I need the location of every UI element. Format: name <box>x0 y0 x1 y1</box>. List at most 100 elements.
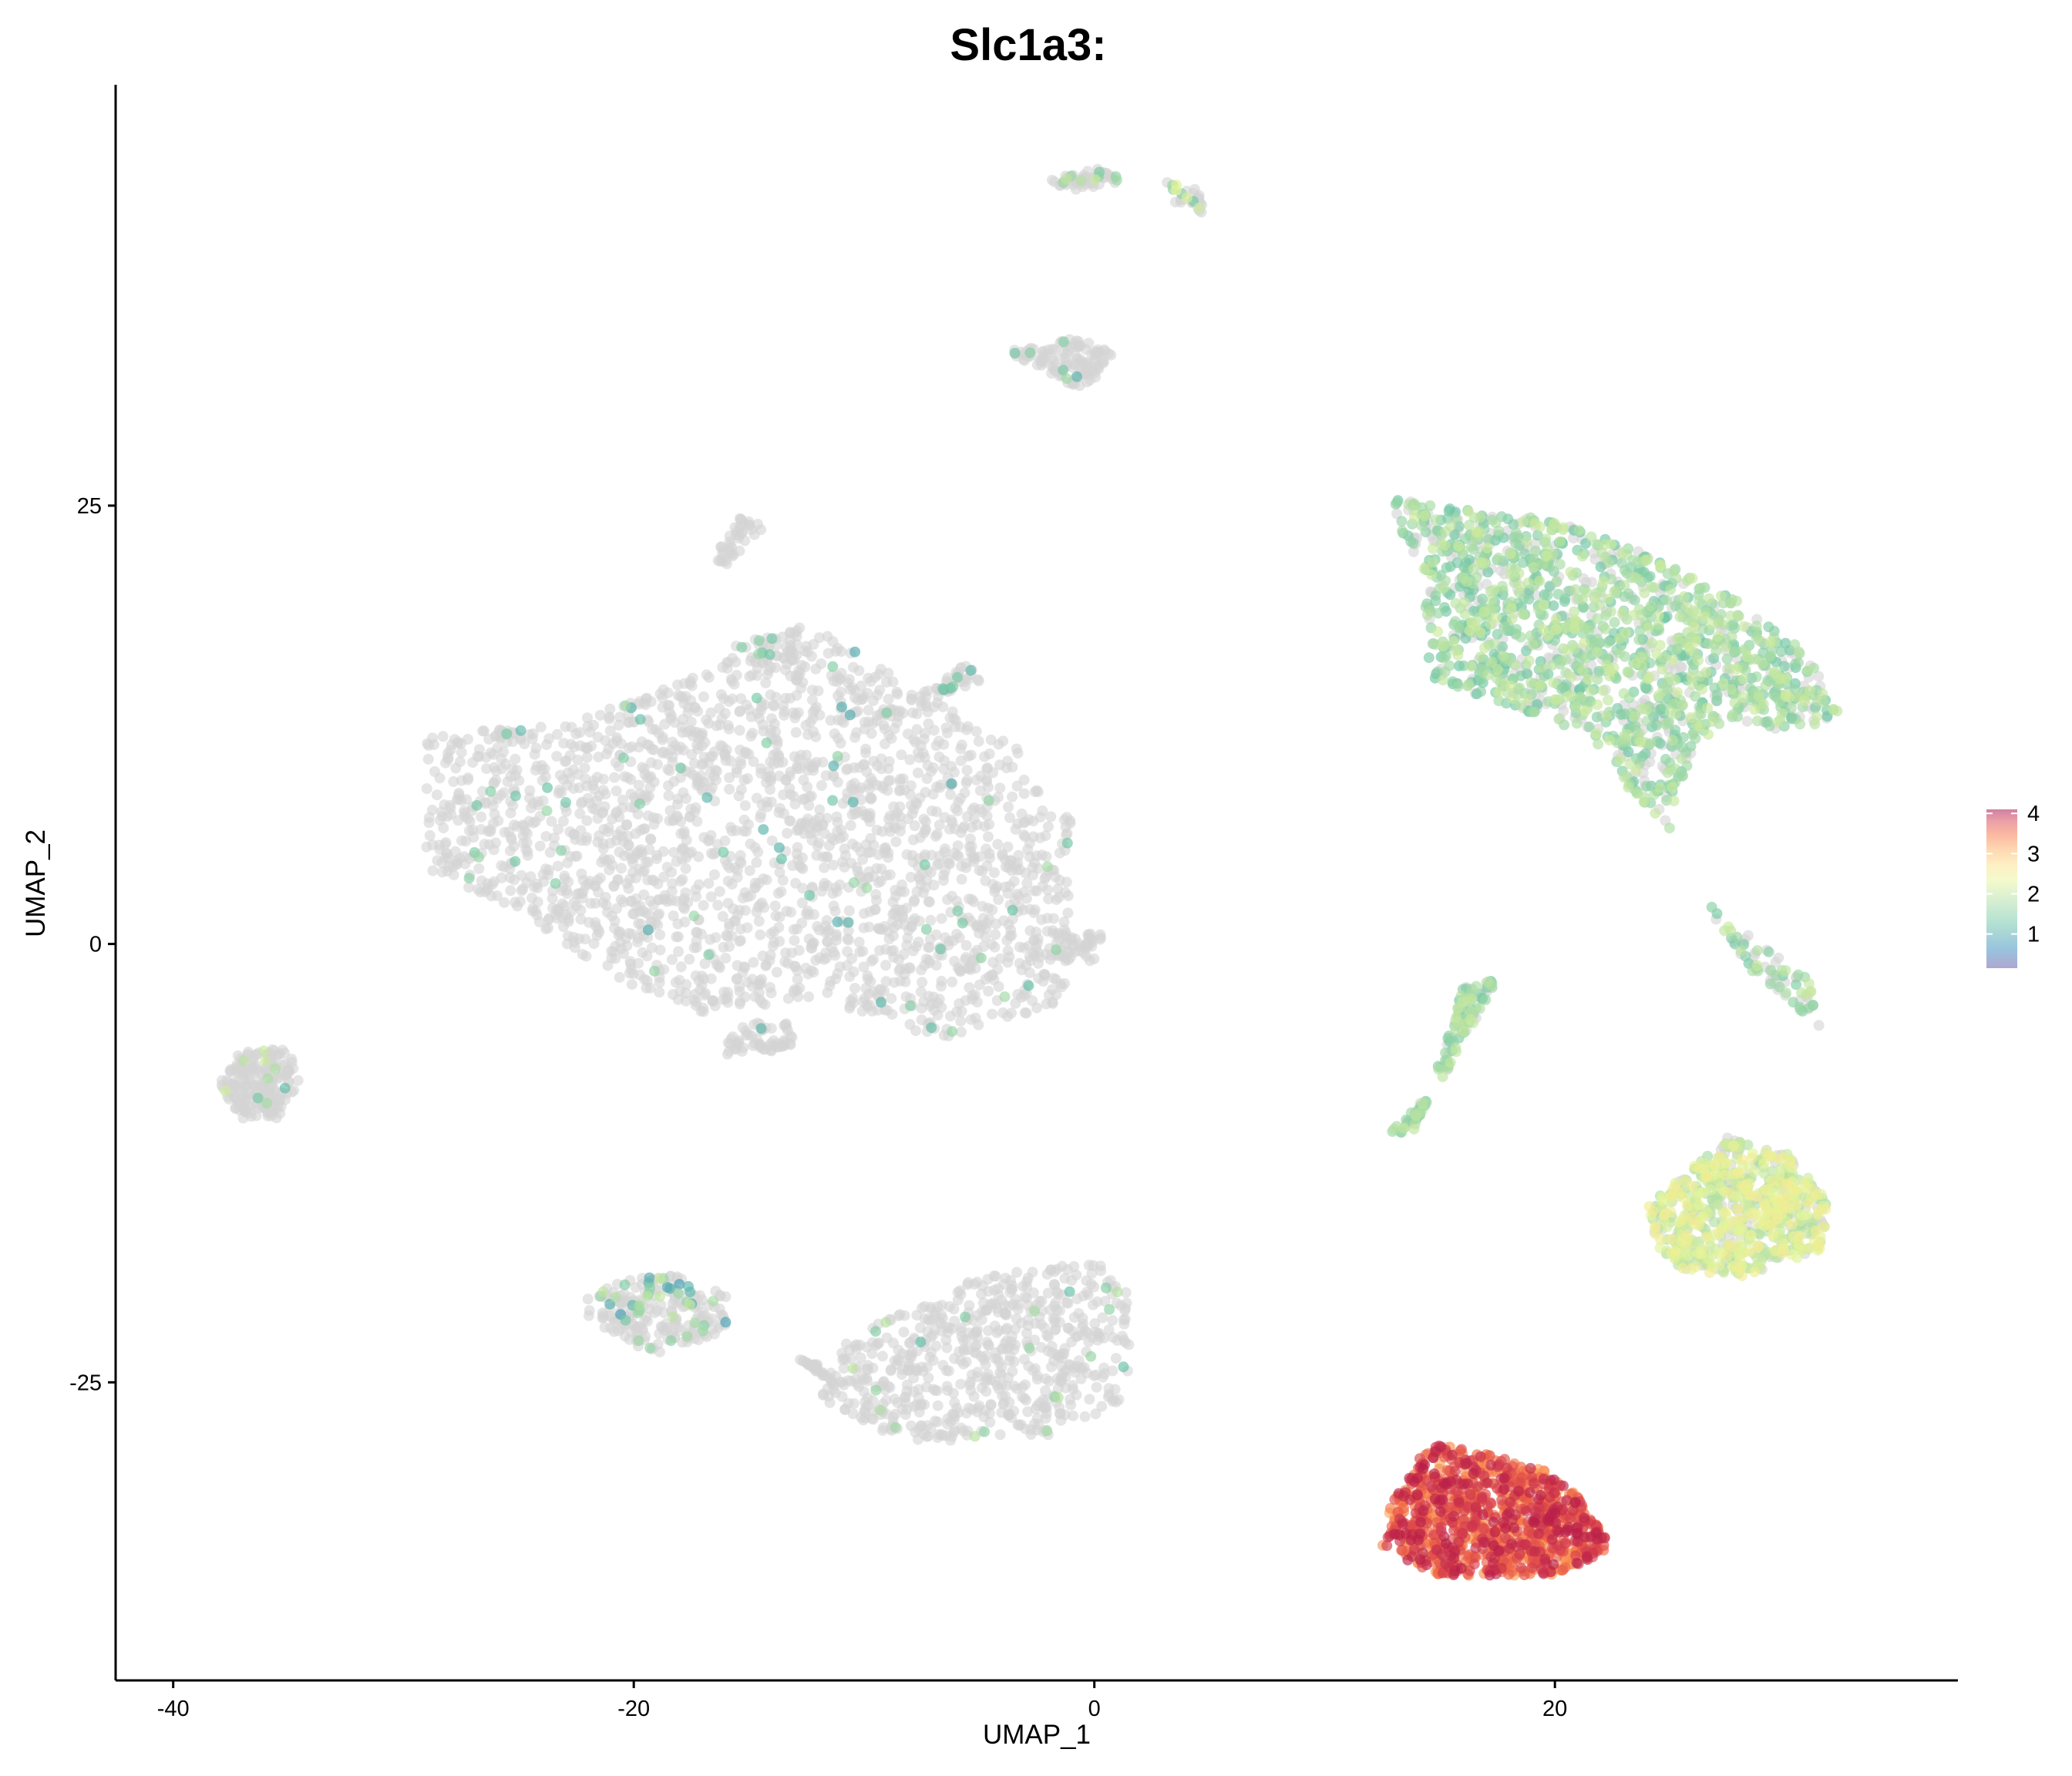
data-point <box>788 923 799 935</box>
data-point <box>842 946 853 957</box>
data-point <box>456 738 467 749</box>
data-point <box>909 913 920 924</box>
data-point <box>785 816 796 827</box>
data-point <box>1397 526 1408 536</box>
data-point <box>579 762 590 774</box>
data-point <box>630 828 641 839</box>
data-point <box>476 824 487 836</box>
data-point <box>657 748 668 758</box>
data-point <box>1591 711 1603 723</box>
data-point <box>880 842 891 853</box>
data-point <box>642 1316 654 1327</box>
data-point <box>1054 353 1066 365</box>
data-point <box>1066 1336 1078 1347</box>
data-point <box>796 852 808 863</box>
data-point <box>774 911 785 923</box>
data-point <box>450 762 462 774</box>
data-point <box>993 980 1004 992</box>
data-point <box>782 828 793 839</box>
data-point <box>733 790 745 802</box>
data-point <box>849 646 861 658</box>
data-point <box>640 699 651 711</box>
data-point <box>1088 1299 1098 1310</box>
data-point <box>919 859 930 870</box>
data-point <box>779 706 790 718</box>
data-point <box>933 819 945 831</box>
data-point <box>1448 529 1460 540</box>
data-point <box>760 959 772 970</box>
data-point <box>1661 610 1673 622</box>
data-point <box>981 1374 993 1385</box>
data-point <box>915 1336 927 1347</box>
data-point <box>844 674 855 685</box>
data-point <box>889 1393 900 1404</box>
data-point <box>920 728 930 739</box>
data-point <box>440 757 452 769</box>
data-point <box>722 1048 733 1060</box>
data-point <box>952 671 963 683</box>
data-point <box>664 1283 676 1294</box>
data-point <box>707 995 718 1006</box>
data-point <box>799 819 811 830</box>
data-point <box>568 829 580 840</box>
data-point <box>1043 989 1054 1001</box>
data-point <box>790 727 802 738</box>
data-point <box>920 786 931 798</box>
data-point <box>775 853 787 865</box>
data-point <box>917 977 928 988</box>
data-point <box>607 859 618 871</box>
data-point <box>926 1022 937 1034</box>
data-point <box>736 641 748 653</box>
data-point <box>863 974 874 985</box>
data-point <box>1050 871 1061 883</box>
data-point <box>820 770 832 782</box>
data-point <box>831 929 842 940</box>
data-point <box>955 1015 967 1027</box>
data-point <box>865 793 876 805</box>
data-point <box>877 782 889 794</box>
data-point <box>448 776 459 787</box>
data-point <box>659 718 671 730</box>
data-point <box>602 960 614 971</box>
data-point <box>870 904 880 916</box>
data-point <box>946 761 957 772</box>
data-point <box>872 689 883 701</box>
data-point <box>684 954 695 965</box>
data-point <box>1093 1327 1105 1339</box>
data-point <box>1009 895 1021 906</box>
data-point <box>616 738 627 749</box>
data-point <box>1058 365 1069 376</box>
data-point <box>770 726 782 738</box>
data-point <box>728 549 739 560</box>
data-point <box>794 763 806 775</box>
data-point <box>845 819 856 831</box>
data-point <box>977 866 988 876</box>
data-point <box>615 825 627 836</box>
data-point <box>987 1297 998 1309</box>
data-point <box>742 773 753 784</box>
data-point <box>1023 980 1034 991</box>
data-point <box>769 926 780 937</box>
data-point <box>894 776 906 788</box>
data-point <box>748 957 759 968</box>
data-point <box>726 879 738 890</box>
data-point <box>1813 671 1825 682</box>
data-point <box>722 859 733 870</box>
data-point <box>252 1092 264 1104</box>
data-point <box>477 785 488 797</box>
data-point <box>900 1397 911 1408</box>
data-point <box>667 878 678 890</box>
data-point <box>905 1000 916 1011</box>
data-point <box>806 694 818 705</box>
data-point <box>743 748 755 760</box>
data-point <box>1073 1308 1085 1319</box>
data-point <box>1034 1296 1045 1307</box>
data-point <box>1059 977 1071 989</box>
data-point <box>1050 1297 1061 1308</box>
data-point <box>445 745 456 756</box>
data-point <box>967 990 978 1001</box>
data-point <box>785 627 796 639</box>
data-point <box>626 741 637 752</box>
data-point <box>996 1407 1007 1418</box>
data-point <box>557 921 569 932</box>
